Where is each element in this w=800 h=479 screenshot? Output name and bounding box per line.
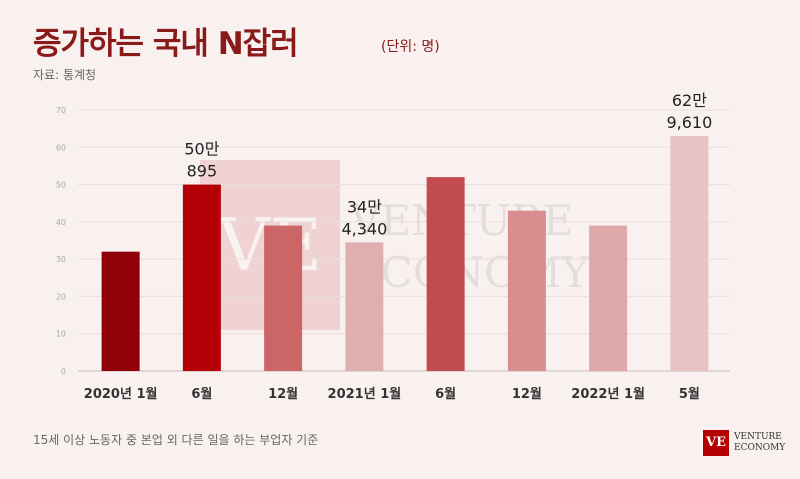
data-label: 9,610	[666, 113, 712, 132]
y-tick-label: 50	[56, 181, 66, 190]
data-label: 50만	[184, 140, 219, 159]
y-tick-label: 60	[56, 143, 66, 152]
bar	[182, 184, 221, 371]
y-tick-label: 20	[56, 292, 66, 301]
bar	[345, 242, 384, 371]
unit-label: (단위: 명)	[381, 39, 440, 55]
data-label: 34만	[347, 197, 382, 216]
bar	[507, 210, 546, 371]
bar	[101, 251, 140, 371]
x-tick-label: 2021년 1월	[328, 386, 402, 402]
brand-text: VENTURE ECONOMY	[734, 432, 785, 454]
chart-title: 증가하는 국내 N잡러	[33, 26, 299, 62]
y-tick-label: 70	[56, 106, 66, 115]
x-tick-label: 12월	[268, 386, 298, 402]
x-tick-label: 2022년 1월	[571, 386, 645, 402]
bar	[589, 225, 628, 371]
brand-logo: VE VENTURE ECONOMY	[703, 430, 793, 460]
brand-mark: VE	[703, 430, 729, 456]
footnote: 15세 이상 노동자 중 본업 외 다른 일을 하는 부업자 기준	[33, 433, 319, 447]
data-label: 4,340	[341, 219, 387, 238]
brand-line-2: ECONOMY	[734, 443, 786, 453]
x-tick-label: 5월	[679, 386, 700, 402]
y-tick-label: 10	[56, 330, 66, 339]
x-tick-label: 6월	[435, 386, 456, 402]
data-label: 895	[187, 162, 218, 181]
y-tick-label: 30	[56, 255, 66, 264]
bar	[264, 225, 303, 371]
bar	[670, 136, 709, 371]
brand-line-1: VENTURE	[734, 432, 782, 442]
y-tick-label: 40	[56, 218, 66, 227]
x-tick-label: 2020년 1월	[84, 386, 158, 402]
y-tick-label: 0	[61, 367, 66, 376]
x-tick-label: 12월	[512, 386, 542, 402]
bar	[426, 177, 465, 371]
source-label: 자료: 통계청	[33, 68, 97, 82]
x-tick-label: 6월	[191, 386, 212, 402]
data-label: 62만	[672, 91, 707, 110]
